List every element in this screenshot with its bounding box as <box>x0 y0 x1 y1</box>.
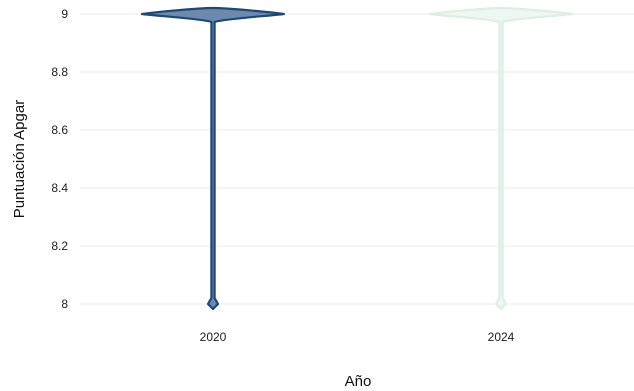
y-tick-label: 8 <box>61 297 68 311</box>
violin-2020 <box>140 6 286 311</box>
violin-2024 <box>428 6 574 311</box>
y-tick-label: 8.8 <box>51 65 68 79</box>
grid <box>80 13 634 305</box>
y-tick-label: 8.6 <box>51 123 68 137</box>
x-axis-ticks: 2020 2024 <box>200 330 515 344</box>
x-axis-title: Año <box>345 373 372 390</box>
y-axis-title: Puntuación Apgar <box>11 100 28 218</box>
y-axis-ticks: 8 8.2 8.4 8.6 8.8 9 <box>51 7 68 311</box>
x-tick-label: 2024 <box>488 330 515 344</box>
y-tick-label: 9 <box>61 7 68 21</box>
y-tick-label: 8.2 <box>51 239 68 253</box>
y-tick-label: 8.4 <box>51 181 68 195</box>
x-tick-label: 2020 <box>200 330 227 344</box>
violins <box>140 6 574 311</box>
